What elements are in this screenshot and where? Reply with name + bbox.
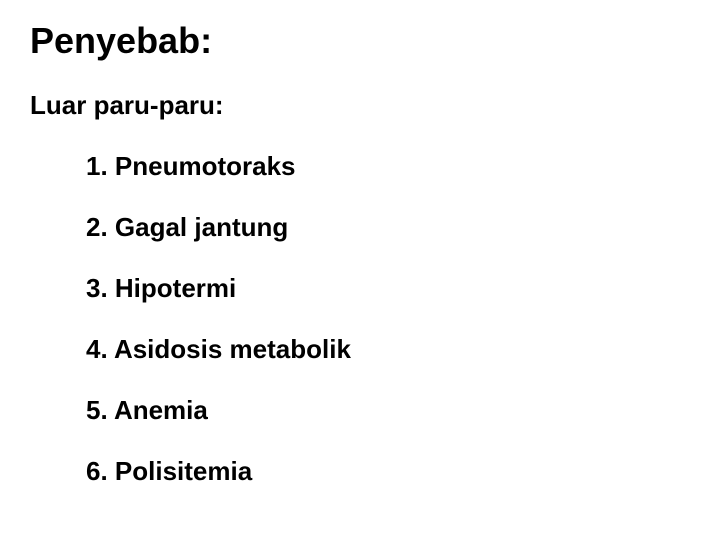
slide-subtitle: Luar paru-paru:: [30, 90, 690, 121]
list-item: 4. Asidosis metabolik: [86, 334, 690, 365]
list-item: 1. Pneumotoraks: [86, 151, 690, 182]
slide-title: Penyebab:: [30, 20, 690, 62]
list-item: 6. Polisitemia: [86, 456, 690, 487]
item-list: 1. Pneumotoraks 2. Gagal jantung 3. Hipo…: [30, 151, 690, 487]
list-item: 2. Gagal jantung: [86, 212, 690, 243]
list-item: 3. Hipotermi: [86, 273, 690, 304]
list-item: 5. Anemia: [86, 395, 690, 426]
